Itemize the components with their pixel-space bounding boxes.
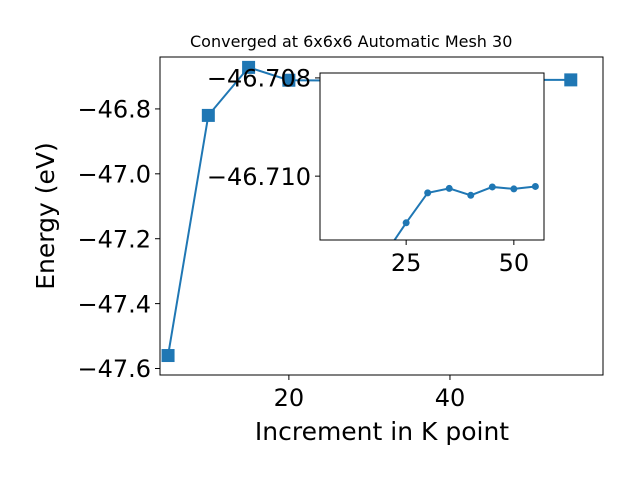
inset-data-point	[445, 184, 453, 192]
inset-y-tick-label: −46.708	[207, 65, 311, 93]
main-data-point	[242, 60, 256, 74]
main-y-tick-label: −47.0	[77, 160, 151, 188]
main-x-tick-label: 20	[274, 384, 305, 412]
inset-data-point	[381, 251, 388, 258]
main-data-point	[282, 73, 296, 87]
main-x-tick-label: 40	[435, 384, 466, 412]
inset-y-tick-label: −46.710	[207, 163, 311, 191]
inset-series-line	[393, 185, 536, 240]
inset-background	[320, 73, 544, 240]
main-y-tick-label: −47.6	[77, 355, 151, 383]
main-data-point	[201, 108, 215, 122]
inset-data-point	[402, 219, 410, 227]
inset-data-point	[467, 191, 475, 199]
main-data-point	[564, 73, 578, 87]
main-y-tick-label: −46.8	[77, 96, 151, 124]
inset-axes: 25 50 −46.710 −46.708	[207, 65, 545, 277]
inset-plot-frame	[319, 72, 545, 241]
main-data-point	[161, 349, 175, 363]
inset-data-point	[510, 185, 518, 193]
inset-x-tick-label: 50	[499, 249, 530, 277]
main-y-tick-label: −47.2	[77, 225, 151, 253]
main-plot-frame	[159, 56, 604, 376]
inset-data-point	[424, 189, 432, 197]
chart-title: Converged at 6x6x6 Automatic Mesh 30	[190, 32, 512, 51]
y-axis-label: Energy (eV)	[31, 142, 60, 289]
inset-data-point	[488, 183, 496, 191]
main-y-tick-label: −47.4	[77, 290, 151, 318]
inset-data-point	[531, 182, 539, 190]
x-axis-label: Increment in K point	[255, 417, 509, 446]
inset-x-tick-label: 25	[391, 249, 422, 277]
